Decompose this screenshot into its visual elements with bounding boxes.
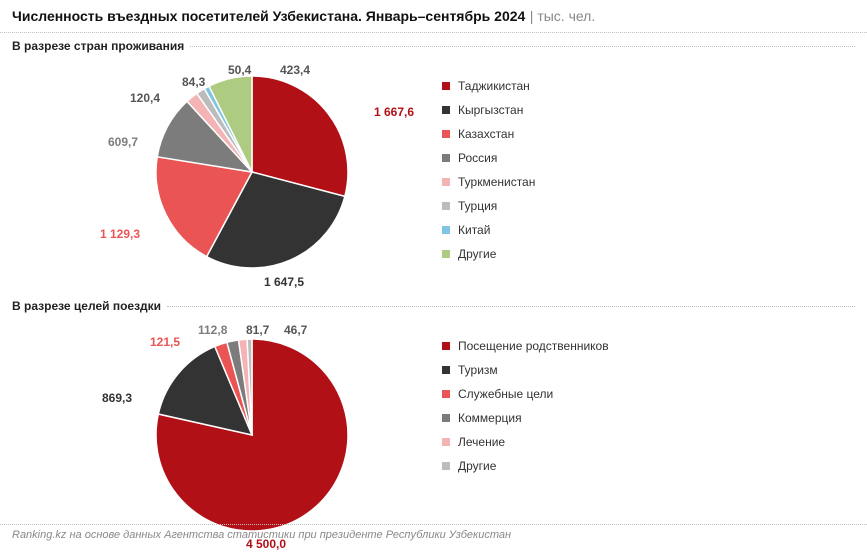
legend-label: Таджикистан — [458, 79, 530, 93]
legend-swatch — [442, 366, 450, 374]
legend-item: Лечение — [442, 435, 609, 449]
legend-item: Турция — [442, 199, 535, 213]
legend-item: Коммерция — [442, 411, 609, 425]
legend-label: Туризм — [458, 363, 498, 377]
unit-label: тыс. чел. — [537, 8, 595, 24]
legend-swatch — [442, 226, 450, 234]
title-bar: Численность въездных посетителей Узбекис… — [0, 0, 867, 33]
section-rule — [167, 306, 855, 307]
slice-value-label: 423,4 — [280, 63, 310, 77]
pie-chart-countries: 1 667,6 1 647,5 1 129,3 609,7 120,4 84,3 50,4 4… — [12, 57, 442, 293]
legend-label: Коммерция — [458, 411, 522, 425]
legend-purposes: Посещение родственников Туризм Служебные ц… — [442, 317, 609, 473]
legend-swatch — [442, 154, 450, 162]
section-header-countries: В разрезе стран проживания — [0, 33, 867, 53]
legend-item: Казахстан — [442, 127, 535, 141]
legend-label: Другие — [458, 459, 496, 473]
pie-chart-purposes: 4 500,0869,3121,5112,881,746,7 — [12, 317, 442, 553]
legend-swatch — [442, 106, 450, 114]
legend-label: Лечение — [458, 435, 505, 449]
slice-value-label: 50,4 — [228, 63, 251, 77]
legend-swatch — [442, 202, 450, 210]
legend-swatch — [442, 438, 450, 446]
legend-label: Служебные цели — [458, 387, 553, 401]
slice-value-label: 84,3 — [182, 75, 205, 89]
slice-value-label: 1 647,5 — [264, 275, 304, 289]
footer-source: Ranking.kz на основе данных Агентства ст… — [0, 524, 867, 547]
section-label-purposes: В разрезе целей поездки — [12, 299, 161, 313]
legend-swatch — [442, 82, 450, 90]
chart-row-purposes: 4 500,0869,3121,5112,881,746,7 Посещение… — [0, 313, 867, 553]
legend-item: Китай — [442, 223, 535, 237]
legend-label: Казахстан — [458, 127, 514, 141]
legend-swatch — [442, 342, 450, 350]
section-countries: В разрезе стран проживания 1 667,6 1 647,… — [0, 33, 867, 293]
slice-value-label: 869,3 — [102, 391, 132, 405]
legend-item: Другие — [442, 459, 609, 473]
legend-swatch — [442, 130, 450, 138]
legend-label: Посещение родственников — [458, 339, 609, 353]
legend-swatch — [442, 390, 450, 398]
slice-value-label: 121,5 — [150, 335, 180, 349]
legend-item: Туркменистан — [442, 175, 535, 189]
section-header-purposes: В разрезе целей поездки — [0, 293, 867, 313]
legend-item: Посещение родственников — [442, 339, 609, 353]
legend-swatch — [442, 178, 450, 186]
legend-item: Таджикистан — [442, 79, 535, 93]
legend-swatch — [442, 462, 450, 470]
slice-value-label: 609,7 — [108, 135, 138, 149]
legend-label: Другие — [458, 247, 496, 261]
slice-value-label: 81,7 — [246, 323, 269, 337]
legend-countries: Таджикистан Кыргызстан Казахстан Россия Турк… — [442, 57, 535, 261]
slice-value-label: 1 667,6 — [374, 105, 414, 119]
legend-item: Туризм — [442, 363, 609, 377]
slice-value-label: 120,4 — [130, 91, 160, 105]
legend-item: Россия — [442, 151, 535, 165]
legend-item: Служебные цели — [442, 387, 609, 401]
legend-label: Кыргызстан — [458, 103, 523, 117]
main-title: Численность въездных посетителей Узбекис… — [12, 8, 525, 24]
chart-row-countries: 1 667,6 1 647,5 1 129,3 609,7 120,4 84,3 50,4 4… — [0, 53, 867, 293]
slice-value-label: 46,7 — [284, 323, 307, 337]
legend-label: Китай — [458, 223, 490, 237]
legend-swatch — [442, 414, 450, 422]
section-rule — [190, 46, 855, 47]
legend-item: Кыргызстан — [442, 103, 535, 117]
section-label-countries: В разрезе стран проживания — [12, 39, 184, 53]
legend-item: Другие — [442, 247, 535, 261]
slice-value-label: 1 129,3 — [100, 227, 140, 241]
legend-label: Россия — [458, 151, 497, 165]
section-purposes: В разрезе целей поездки 4 500,0869,3121,… — [0, 293, 867, 553]
legend-label: Туркменистан — [458, 175, 535, 189]
legend-label: Турция — [458, 199, 497, 213]
legend-swatch — [442, 250, 450, 258]
slice-value-label: 112,8 — [198, 323, 227, 337]
